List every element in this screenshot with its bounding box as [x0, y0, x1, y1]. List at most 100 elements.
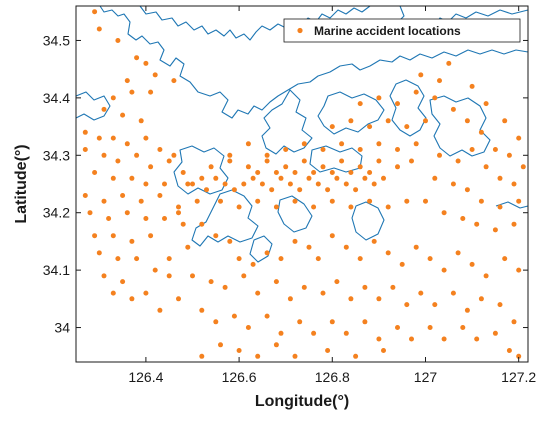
- accident-point: [409, 158, 414, 164]
- accident-point: [301, 158, 307, 164]
- accident-point: [152, 267, 158, 273]
- accident-point: [96, 26, 102, 32]
- accident-point: [222, 181, 228, 187]
- accident-point: [357, 147, 363, 152]
- accident-point: [432, 175, 438, 181]
- accident-point: [301, 284, 307, 290]
- x-axis: 126.4 126.6 126.8 127 127.2: [128, 6, 536, 385]
- accident-point: [357, 101, 363, 107]
- accident-point: [325, 187, 331, 193]
- accident-point: [231, 187, 237, 193]
- accident-point: [264, 152, 270, 158]
- accident-point: [334, 175, 340, 181]
- x-axis-title: Longitude(°): [255, 393, 349, 410]
- accident-point: [409, 336, 414, 342]
- accident-point: [315, 256, 321, 262]
- coastline: [277, 195, 313, 233]
- points-layer: [82, 9, 526, 359]
- y-tick-label: 34.4: [43, 90, 70, 106]
- accident-point: [287, 296, 293, 302]
- accident-point: [194, 198, 200, 204]
- accident-point: [450, 181, 456, 187]
- accident-point: [218, 342, 223, 348]
- accident-point: [339, 141, 345, 147]
- accident-point: [115, 38, 121, 43]
- y-axis: 34 34.1 34.2 34.3 34.4 34.5: [43, 32, 528, 336]
- accident-point: [199, 175, 205, 181]
- accident-point: [236, 256, 242, 262]
- accident-point: [157, 193, 163, 198]
- accident-point: [120, 279, 126, 285]
- accident-point: [264, 158, 270, 164]
- axes-frame: [75, 5, 529, 363]
- accident-point: [441, 267, 447, 273]
- coastline: [261, 89, 313, 155]
- accident-point: [362, 175, 368, 181]
- coastline: [139, 5, 371, 41]
- accident-point: [185, 244, 191, 250]
- coastline: [389, 79, 427, 137]
- accident-point: [129, 175, 135, 181]
- accident-point: [385, 118, 391, 124]
- accident-point: [343, 181, 349, 187]
- accident-point: [273, 170, 279, 175]
- accident-point: [423, 198, 428, 204]
- accident-point: [492, 227, 498, 233]
- accident-point: [92, 233, 98, 239]
- accident-point: [292, 198, 298, 204]
- accident-point: [423, 118, 428, 124]
- accident-point: [478, 198, 484, 204]
- accident-point: [464, 187, 470, 193]
- accident-point: [129, 238, 135, 244]
- accident-point: [437, 152, 442, 158]
- accident-point: [343, 330, 349, 336]
- accident-point: [497, 302, 503, 308]
- accident-point: [101, 198, 107, 204]
- accident-point: [148, 233, 154, 239]
- accident-point: [115, 158, 121, 164]
- accident-point: [222, 284, 228, 290]
- accident-point: [96, 250, 102, 256]
- accident-point: [199, 221, 205, 227]
- x-tick-label: 126.6: [222, 369, 257, 385]
- accident-point: [390, 284, 396, 290]
- accident-point: [92, 170, 98, 175]
- accident-point: [208, 164, 214, 170]
- coastline: [191, 189, 259, 247]
- accident-point: [432, 95, 438, 101]
- accident-point: [511, 221, 517, 227]
- accident-point: [441, 336, 447, 342]
- accident-point: [259, 181, 265, 187]
- accident-point: [320, 290, 326, 296]
- accident-point: [241, 181, 247, 187]
- legend: Marine accident locations: [283, 18, 521, 43]
- accident-point: [371, 181, 377, 187]
- accident-point: [166, 273, 172, 279]
- accident-point: [348, 118, 354, 124]
- accident-point: [315, 181, 321, 187]
- accident-point: [190, 273, 195, 279]
- accident-point: [152, 72, 158, 78]
- accident-point: [115, 256, 121, 262]
- accident-point: [245, 141, 251, 147]
- accident-point: [245, 164, 251, 170]
- accident-point: [166, 256, 172, 262]
- accident-point: [460, 216, 466, 221]
- accident-point: [381, 348, 386, 353]
- accident-point: [199, 353, 205, 359]
- x-tick-label: 126.8: [315, 369, 350, 385]
- accident-point: [143, 290, 149, 296]
- accident-point: [437, 78, 442, 84]
- accident-point: [129, 89, 135, 95]
- accident-point: [227, 158, 233, 164]
- accident-point: [101, 152, 107, 158]
- accident-point: [492, 330, 498, 336]
- legend-marker: [297, 27, 303, 34]
- accident-point: [413, 141, 419, 147]
- accident-point: [404, 124, 410, 130]
- accident-point: [166, 158, 172, 164]
- accident-point: [283, 147, 289, 152]
- accident-point: [110, 290, 116, 296]
- accident-point: [520, 164, 526, 170]
- accident-point: [320, 147, 326, 152]
